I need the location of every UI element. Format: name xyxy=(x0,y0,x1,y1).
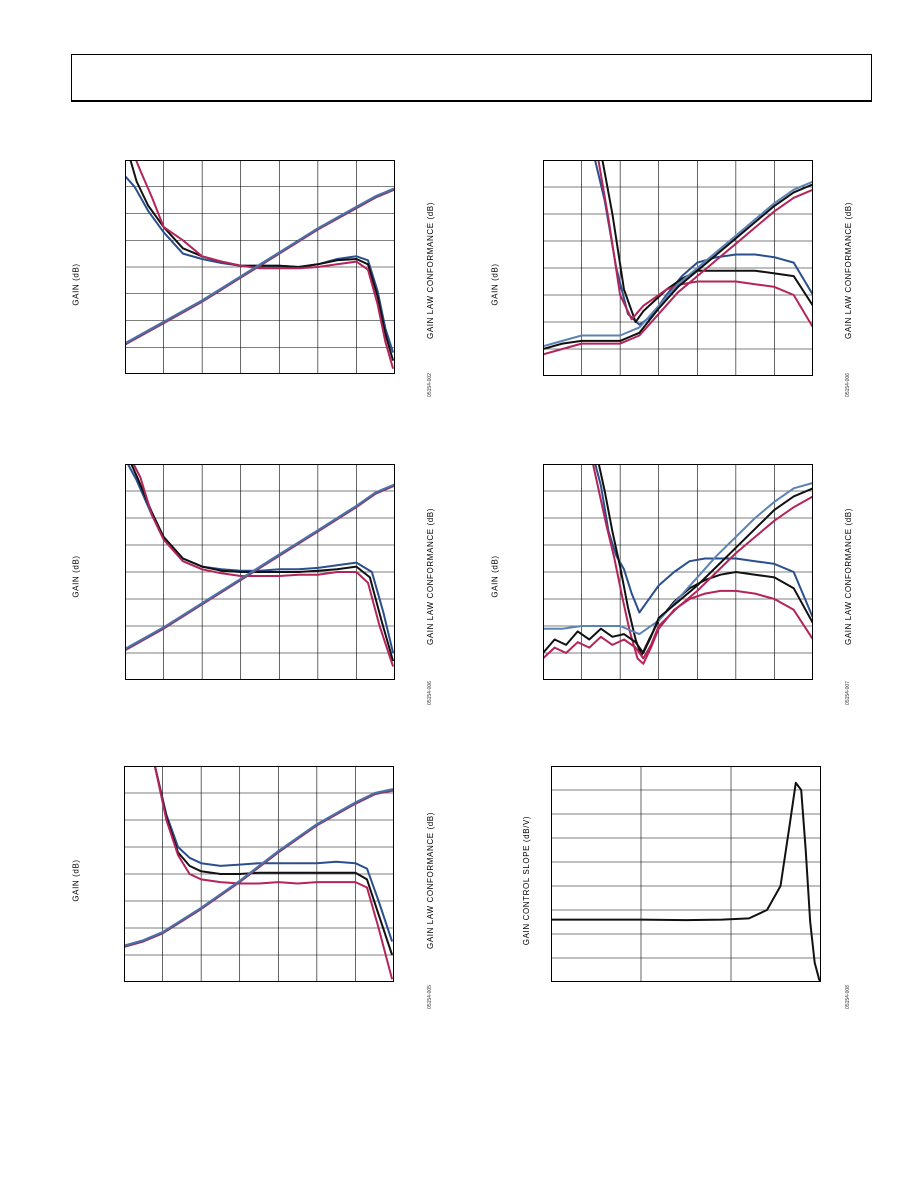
figure-id: 05154-008 xyxy=(844,985,851,1009)
series-line-1 xyxy=(594,160,813,326)
series-line-6 xyxy=(543,188,813,356)
figure-id: 05154-006 xyxy=(426,681,433,705)
series-line-1 xyxy=(126,464,395,654)
figure-id: 05154-002 xyxy=(426,373,433,397)
y-axis-label: GAIN (dB) xyxy=(490,263,500,306)
grid xyxy=(125,160,395,374)
y-axis-label: GAIN CONTROL SLOPE (dB/V) xyxy=(522,815,532,946)
figure-id: 05154-005 xyxy=(426,985,433,1009)
grid xyxy=(124,766,394,982)
series-line-4 xyxy=(124,789,394,948)
grid xyxy=(125,464,395,680)
plot-frame xyxy=(125,160,395,374)
y-axis-label: GAIN (dB) xyxy=(71,859,81,902)
grid xyxy=(551,766,821,982)
series-line-2 xyxy=(153,766,394,956)
series-line-4 xyxy=(125,484,395,652)
plot-6-svg xyxy=(551,766,821,982)
y2-axis-label: GAIN LAW CONFORMANCE (dB) xyxy=(843,202,853,339)
plot-3-svg xyxy=(125,464,395,680)
plot-frame xyxy=(543,464,813,680)
series-line-4 xyxy=(543,481,813,636)
series-line-3 xyxy=(591,464,813,665)
y-axis-label: GAIN (dB) xyxy=(71,555,81,598)
y2-axis-label: GAIN LAW CONFORMANCE (dB) xyxy=(843,508,853,645)
series-line-3 xyxy=(153,766,394,980)
series-line-1 xyxy=(594,464,813,619)
series-line-1 xyxy=(153,766,394,942)
series-line-5 xyxy=(125,187,395,345)
series-line-3 xyxy=(132,464,395,667)
y2-axis-label: GAIN LAW CONFORMANCE (dB) xyxy=(425,508,435,645)
series-line-4 xyxy=(125,188,395,346)
plot-5-svg xyxy=(124,766,394,982)
plot-frame xyxy=(124,766,394,982)
plot-4-svg xyxy=(543,464,813,680)
figure-id: 05154-007 xyxy=(844,681,851,705)
y-axis-label: GAIN (dB) xyxy=(490,555,500,598)
plot-frame xyxy=(125,464,395,680)
y2-axis-label: GAIN LAW CONFORMANCE (dB) xyxy=(425,812,435,949)
figure-id: 05154-006 xyxy=(844,373,851,397)
plot-1-svg xyxy=(125,160,395,374)
y2-axis-label: GAIN LAW CONFORMANCE (dB) xyxy=(425,202,435,339)
plot-frame xyxy=(543,160,813,376)
series-line-4 xyxy=(543,180,813,348)
plot-2-svg xyxy=(543,160,813,376)
series-line-5 xyxy=(124,787,394,947)
y-axis-label: GAIN (dB) xyxy=(71,263,81,306)
series-line-5 xyxy=(543,487,813,654)
series-line-2 xyxy=(129,160,395,361)
series-line-5 xyxy=(125,483,395,650)
series-line-1 xyxy=(551,781,821,982)
plot-frame xyxy=(551,766,821,982)
series-line-3 xyxy=(134,160,395,369)
series-line-6 xyxy=(543,495,813,660)
series-line-5 xyxy=(543,183,813,350)
grid xyxy=(543,464,813,680)
series-line-2 xyxy=(601,160,813,323)
series-line-2 xyxy=(130,464,395,662)
page-header-box xyxy=(71,54,872,102)
